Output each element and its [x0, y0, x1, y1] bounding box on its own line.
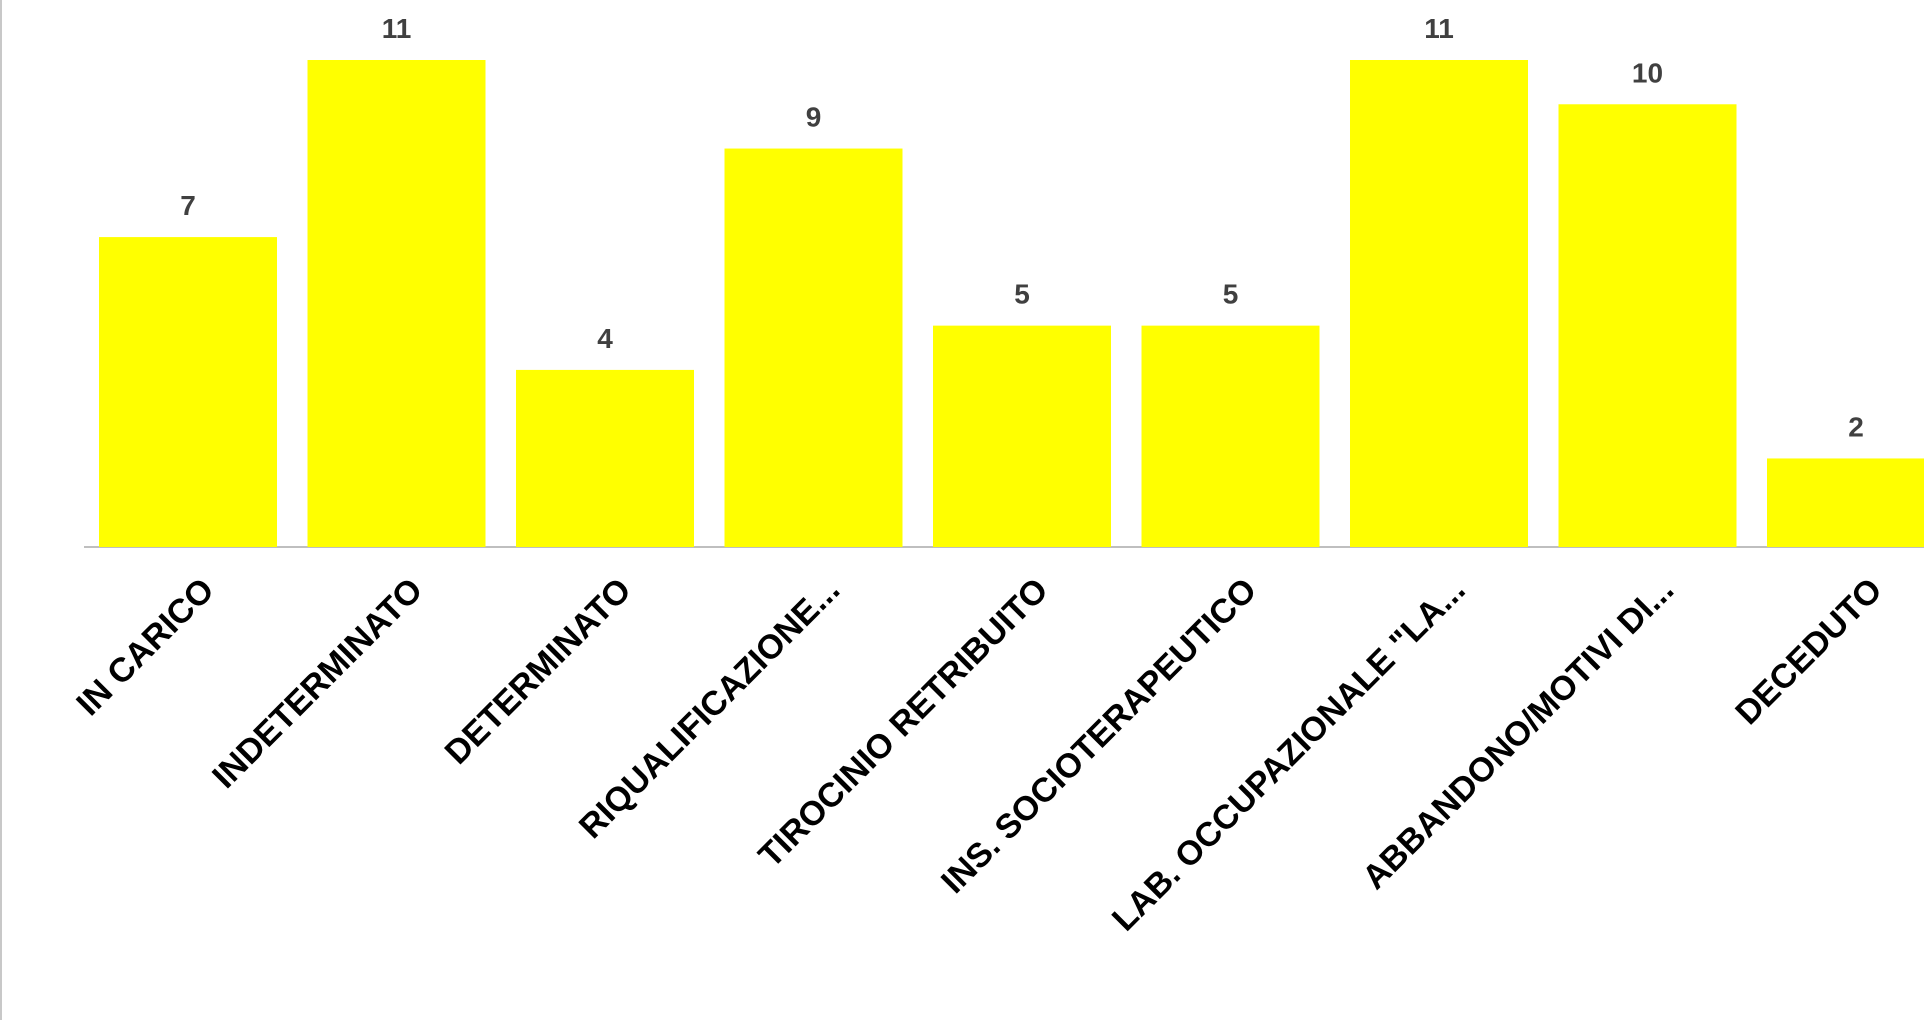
bar-5 — [933, 325, 1111, 547]
value-label-4: 9 — [806, 102, 822, 133]
value-label-7: 11 — [1424, 13, 1454, 44]
bar-8 — [1558, 104, 1737, 547]
bar-9 — [1767, 458, 1924, 547]
category-label-1: IN CARICO — [69, 571, 221, 723]
value-label-9: 2 — [1848, 411, 1864, 442]
bar-6 — [1141, 325, 1320, 547]
bar-4 — [724, 148, 903, 547]
value-label-6: 5 — [1223, 279, 1239, 310]
value-label-1: 7 — [180, 190, 196, 221]
value-label-5: 5 — [1014, 279, 1030, 310]
category-label-2: INDETERMINATO — [205, 571, 430, 796]
bar-3 — [516, 369, 694, 547]
category-label-3: DETERMINATO — [438, 571, 639, 772]
category-label-7: LAB. OCCUPAZIONALE "LA... — [1105, 571, 1473, 939]
bar-1 — [99, 237, 277, 547]
bar-7 — [1350, 60, 1528, 547]
value-label-2: 11 — [382, 13, 412, 44]
value-label-8: 10 — [1632, 57, 1663, 88]
category-label-9: DECEDUTO — [1728, 571, 1889, 732]
bar-2 — [307, 60, 486, 547]
value-label-3: 4 — [597, 323, 613, 354]
